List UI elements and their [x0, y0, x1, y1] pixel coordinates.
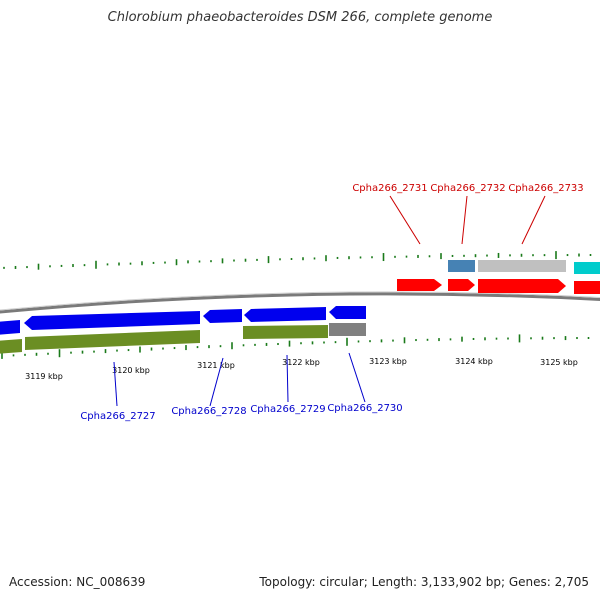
top-features: [397, 260, 600, 294]
map-title: Chlorobium phaeobacteroides DSM 266, com…: [107, 10, 493, 25]
leader-line-cpha266-2732: [461, 195, 468, 245]
gene-arrow-right-edge[interactable]: [574, 281, 600, 294]
cds-cpha266-2727[interactable]: [25, 330, 200, 350]
kbp-tick-label: 3125 kbp: [540, 358, 578, 367]
accession-label: Accession: NC_008639: [9, 575, 146, 589]
kbp-tick-label: 3124 kbp: [455, 357, 493, 366]
leader-line-cpha266-2730: [348, 352, 366, 403]
leader-line-cpha266-2731: [389, 195, 421, 245]
cds-gray-cpha266-2730[interactable]: [329, 323, 366, 336]
feature-cyan[interactable]: [574, 262, 600, 274]
bottom-features: [0, 306, 366, 354]
bottom-gene-labels: Cpha266_2727 Cpha266_2728 Cpha266_2729 C…: [80, 352, 403, 422]
kbp-tick-label: 3120 kbp: [112, 366, 150, 375]
gene-label-cpha266-2729[interactable]: Cpha266_2729: [250, 404, 325, 415]
kbp-tick-label: 3121 kbp: [197, 361, 235, 370]
gene-arrow-cpha266-2729[interactable]: [244, 307, 326, 322]
leader-line-cpha266-2727: [113, 361, 118, 407]
kbp-tick-label: 3122 kbp: [282, 358, 320, 367]
gc-skew-lower-track: [1, 334, 590, 359]
cds-cpha266-2729[interactable]: [243, 325, 328, 339]
genome-backbone-highlight: [0, 291, 600, 311]
gene-arrow-cpha266-2730[interactable]: [329, 306, 366, 319]
gene-label-cpha266-2731[interactable]: Cpha266_2731: [352, 183, 427, 194]
feature-light-gray[interactable]: [478, 260, 566, 272]
gene-arrow-cpha266-2728[interactable]: [203, 309, 242, 323]
gc-skew-upper-track: [3, 251, 592, 270]
gene-arrow-cpha266-2733[interactable]: [478, 279, 566, 293]
gene-label-cpha266-2727[interactable]: Cpha266_2727: [80, 411, 155, 422]
kbp-tick-label: 3123 kbp: [369, 357, 407, 366]
gene-label-cpha266-2730[interactable]: Cpha266_2730: [327, 403, 402, 414]
leader-line-cpha266-2728: [209, 357, 224, 407]
gene-label-cpha266-2728[interactable]: Cpha266_2728: [171, 406, 246, 417]
topology-label: Topology: circular; Length: 3,133,902 bp…: [259, 575, 589, 589]
gene-arrow-cpha266-2727[interactable]: [24, 311, 200, 330]
top-gene-labels: Cpha266_2731 Cpha266_2732 Cpha266_2733: [352, 183, 584, 245]
gene-label-cpha266-2733[interactable]: Cpha266_2733: [508, 183, 583, 194]
gene-arrow-cpha266-2732[interactable]: [448, 279, 475, 291]
gene-label-cpha266-2732[interactable]: Cpha266_2732: [430, 183, 505, 194]
cds-left-edge[interactable]: [0, 339, 22, 354]
gene-arrow-cpha266-2731[interactable]: [397, 279, 442, 291]
leader-line-cpha266-2729: [286, 354, 289, 403]
kbp-tick-labels: 3119 kbp 3120 kbp 3121 kbp 3122 kbp 3123 kbp…: [25, 357, 578, 381]
genome-backbone: [0, 292, 600, 314]
kbp-tick-label: 3119 kbp: [25, 372, 63, 381]
gene-arrow-left-edge[interactable]: [0, 320, 20, 335]
leader-line-cpha266-2733: [521, 195, 546, 245]
feature-steel[interactable]: [448, 260, 475, 272]
